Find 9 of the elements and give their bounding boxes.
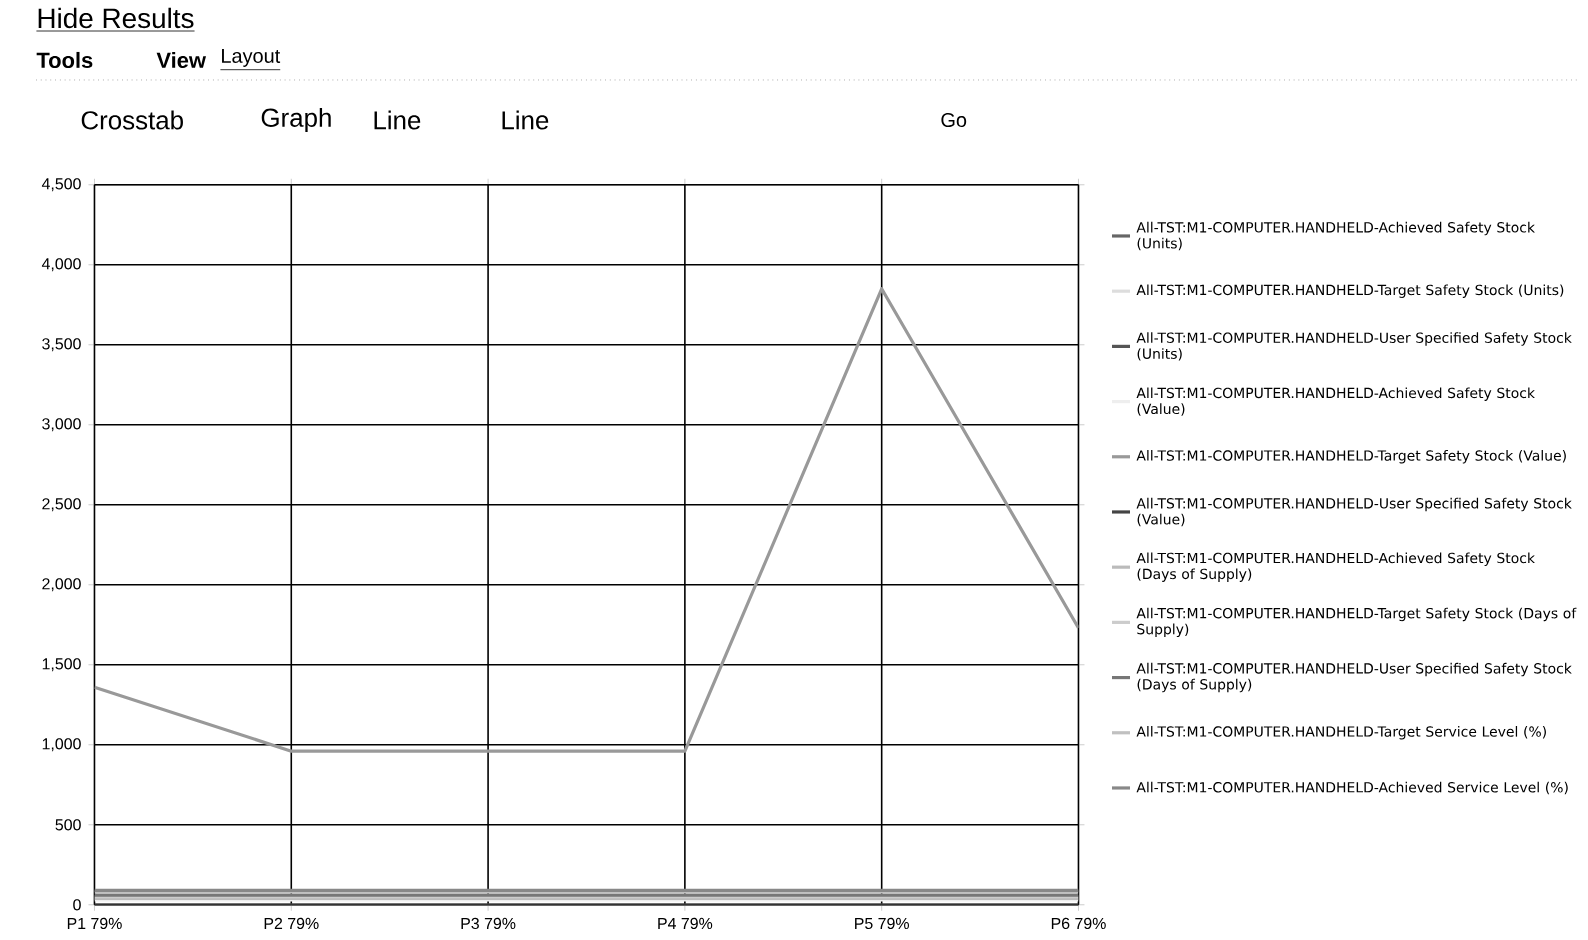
text: Layout xyxy=(222,49,281,67)
text: Hide Results xyxy=(38,7,194,29)
text: Crosstab xyxy=(81,110,183,130)
text: Go xyxy=(941,112,967,128)
text: Line xyxy=(502,110,549,130)
text: Graph xyxy=(261,107,331,133)
text: Tools xyxy=(36,51,93,69)
text: View xyxy=(156,51,207,69)
text: Line xyxy=(374,110,421,130)
